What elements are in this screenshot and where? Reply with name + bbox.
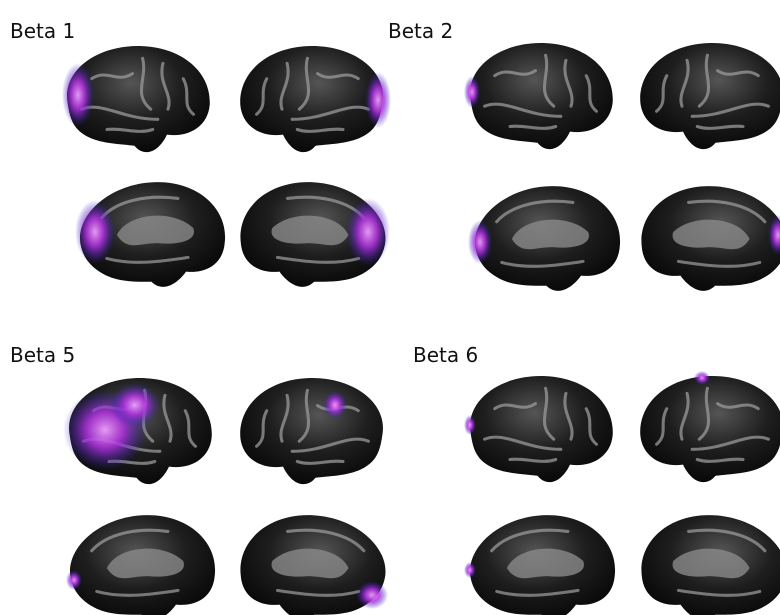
brain-lateral-right: [238, 44, 385, 154]
brain-lateral-left: [468, 374, 615, 484]
panel-label: Beta 2: [388, 19, 453, 43]
brain-medial-right: [639, 184, 780, 293]
activation: [323, 391, 347, 419]
activation: [62, 63, 94, 127]
brain-lateral-left: [468, 41, 615, 151]
brain-medial-left: [468, 513, 617, 615]
activation: [356, 581, 388, 609]
brain-lateral-right: [238, 376, 385, 486]
brain-medial-right: [639, 513, 780, 615]
activation: [365, 72, 391, 128]
activation: [768, 215, 780, 255]
activation: [468, 220, 492, 264]
activation: [464, 76, 480, 108]
activation: [464, 415, 476, 435]
brain-lateral-right: [638, 41, 780, 151]
activation: [346, 198, 390, 266]
brain-lateral-right: [638, 374, 780, 484]
activation: [464, 562, 476, 578]
panel-label: Beta 5: [10, 343, 75, 367]
brain-medial-left: [473, 184, 622, 293]
activation: [110, 383, 160, 427]
activation: [66, 570, 82, 590]
activation: [75, 200, 115, 264]
panel-label: Beta 6: [413, 343, 478, 367]
brain-medial-left: [68, 513, 217, 615]
panel-label: Beta 1: [10, 19, 75, 43]
activation: [694, 371, 710, 385]
